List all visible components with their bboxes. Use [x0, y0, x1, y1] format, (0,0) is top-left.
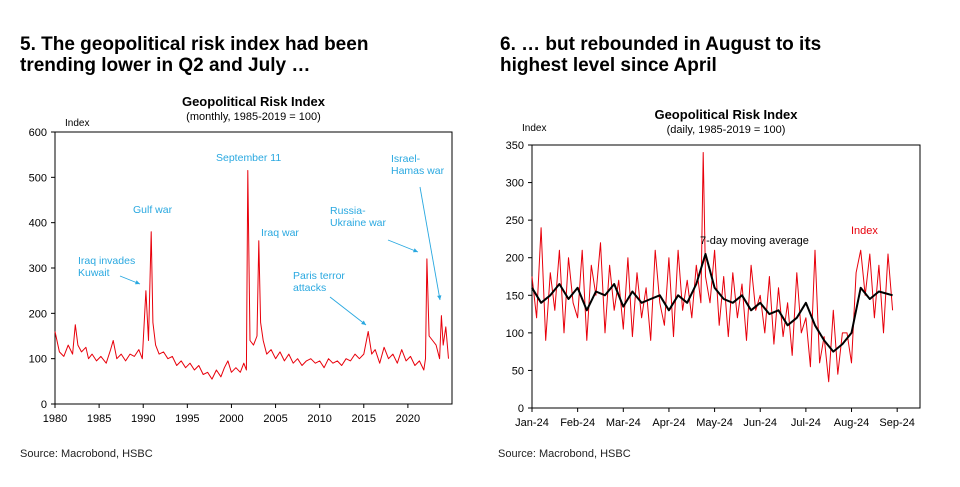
left-x-tick-label: 1995 — [175, 413, 199, 425]
annotation-russia-ukraine-war: Russia- — [330, 205, 366, 217]
annotation-paris-terror-attacks: Paris terror — [293, 270, 345, 282]
annotation-israel-hamas-war: Israel- — [391, 153, 421, 165]
left-y-tick-label: 100 — [29, 354, 47, 366]
right-x-tick-label: Feb-24 — [560, 417, 595, 429]
left-chart-panel: 5. The geopolitical risk index had been … — [20, 34, 460, 460]
right-chart-title: Geopolitical Risk Index — [654, 107, 798, 122]
left-x-tick-label: 2015 — [352, 413, 376, 425]
annotation-arrow-paris-head — [361, 320, 366, 325]
right-heading-line2: highest level since April — [500, 55, 717, 76]
annotation-arrow-israel — [419, 186, 441, 301]
annotation-arrow-paris — [329, 296, 367, 326]
annotation-arrow-israel-head — [437, 295, 442, 300]
annotation-russia-ukraine-war: Ukraine war — [330, 217, 387, 229]
annotation-september-11: September 11 — [216, 152, 281, 164]
left-y-tick-label: 300 — [29, 263, 47, 275]
annotation-israel-hamas-war: Hamas war — [391, 165, 445, 177]
right-y-tick-label: 300 — [506, 178, 524, 190]
left-heading-line2: trending lower in Q2 and July … — [20, 55, 311, 76]
left-x-tick-label: 1980 — [43, 413, 67, 425]
right-chart-heading: 6. … but rebounded in August to its high… — [500, 34, 940, 76]
right-chart-subtitle: (daily, 1985-2019 = 100) — [667, 124, 786, 136]
right-series-line-1 — [531, 253, 893, 353]
annotation-iraq-invades-kuwait: Kuwait — [78, 267, 110, 279]
left-y-tick-label: 500 — [29, 172, 47, 184]
right-heading-line1: 6. … but rebounded in August to its — [500, 34, 822, 55]
left-heading-line1: 5. The geopolitical risk index had been — [20, 34, 369, 55]
right-y-tick-label: 200 — [506, 253, 524, 265]
right-x-tick-label: Jan-24 — [515, 417, 549, 429]
left-chart-source: Source: Macrobond, HSBC — [20, 448, 153, 460]
left-x-tick-label: 2010 — [307, 413, 331, 425]
right-y-tick-label: 150 — [506, 290, 524, 302]
right-x-tick-label: Apr-24 — [652, 417, 685, 429]
left-y-tick-label: 600 — [29, 127, 47, 139]
right-chart-panel: 6. … but rebounded in August to its high… — [480, 0, 960, 487]
left-y-axis-label: Index — [65, 118, 89, 129]
right-x-tick-label: Jun-24 — [743, 417, 777, 429]
left-y-tick-label: 200 — [29, 308, 47, 320]
left-x-tick-label: 1990 — [131, 413, 155, 425]
right-y-tick-label: 50 — [512, 365, 524, 377]
annotation-arrow-russia — [387, 239, 419, 253]
right-x-tick-label: Mar-24 — [606, 417, 641, 429]
left-y-tick-label: 400 — [29, 218, 47, 230]
left-series-line-0 — [54, 170, 449, 380]
annotation-iraq-invades-kuwait: Iraq invades — [78, 255, 135, 267]
left-x-tick-label: 2020 — [396, 413, 420, 425]
left-chart-title: Geopolitical Risk Index — [182, 94, 326, 109]
right-chart-svg: Geopolitical Risk Index (daily, 1985-2019… — [506, 107, 921, 429]
left-chart-subtitle: (monthly, 1985-2019 = 100) — [186, 111, 321, 123]
left-chart-svg: Geopolitical Risk Index (monthly, 1985-20… — [29, 94, 453, 425]
right-y-tick-label: 350 — [506, 140, 524, 152]
right-y-tick-label: 0 — [518, 403, 524, 415]
right-chart-source: Source: Macrobond, HSBC — [498, 448, 631, 460]
annotation-paris-terror-attacks: attacks — [293, 282, 326, 294]
right-y-axis-label: Index — [522, 123, 546, 134]
left-y-tick-label: 0 — [41, 399, 47, 411]
left-x-tick-label: 1985 — [87, 413, 111, 425]
right-moving-average-label: 7-day moving average — [700, 235, 809, 247]
right-y-tick-label: 100 — [506, 328, 524, 340]
annotation-arrow-russia-head — [413, 248, 418, 253]
left-x-tick-label: 2005 — [263, 413, 287, 425]
annotation-arrow-iraq-kuwait-head — [135, 280, 140, 285]
right-series-line-0 — [531, 152, 894, 383]
left-x-tick-label: 2000 — [219, 413, 243, 425]
right-index-label: Index — [851, 225, 878, 237]
right-x-tick-label: Aug-24 — [834, 417, 869, 429]
annotation-iraq-war: Iraq war — [261, 227, 299, 239]
right-y-tick-label: 250 — [506, 215, 524, 227]
annotation-gulf-war: Gulf war — [133, 204, 173, 216]
right-x-tick-label: May-24 — [696, 417, 733, 429]
right-x-tick-label: Sep-24 — [879, 417, 914, 429]
left-chart-heading: 5. The geopolitical risk index had been … — [20, 34, 460, 76]
right-x-tick-label: Jul-24 — [791, 417, 821, 429]
